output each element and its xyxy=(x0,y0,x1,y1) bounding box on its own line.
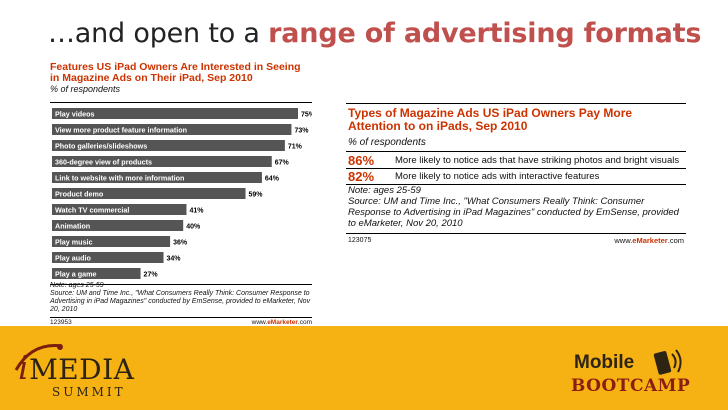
chart2-id: 123075 xyxy=(348,237,372,244)
imedia-wordmark: iMEDIA xyxy=(18,348,134,387)
chart1-source: Source: UM and Time Inc., "What Consumer… xyxy=(50,290,311,313)
bar-category-label: Play audio xyxy=(55,253,92,262)
bar xyxy=(52,220,184,231)
bar xyxy=(52,172,262,183)
chart1-subtitle: % of respondents xyxy=(50,84,121,94)
phone-signal-icon xyxy=(653,349,682,375)
chart1-top-rule xyxy=(50,102,312,103)
bar xyxy=(52,204,187,215)
imedia-i: i xyxy=(18,348,30,387)
bar xyxy=(52,268,141,279)
chart2-header-rule xyxy=(346,151,686,152)
chart2-website: www.eMarketer.com xyxy=(614,236,684,245)
row-description: More likely to notice ads that have stri… xyxy=(395,155,680,166)
bootcamp-mobile-text: Mobile xyxy=(574,352,635,373)
bar-category-label: Play videos xyxy=(55,109,95,118)
chart2-website-suffix: .com xyxy=(667,236,684,245)
chart2-note: Note: ages 25-59 Source: UM and Time Inc… xyxy=(348,185,684,229)
chart1-website: www.eMarketer.com xyxy=(252,319,312,326)
chart1-website-brand: eMarketer xyxy=(267,319,298,326)
chart2-website-brand: eMarketer xyxy=(632,236,668,245)
chart2-bottom-rule xyxy=(346,233,686,234)
chart2-subtitle: % of respondents xyxy=(348,137,426,148)
imedia-summit-logo: iMEDIA SUMMIT xyxy=(10,340,210,404)
bar-category-label: View more product feature information xyxy=(55,125,187,134)
swoosh-icon xyxy=(14,344,63,371)
chart2-row-rule xyxy=(346,184,686,185)
footer-band: iMEDIA SUMMIT Mobile BOOTCAMP xyxy=(0,326,728,410)
bar-value-label: 27% xyxy=(144,271,159,278)
bar-category-label: Product demo xyxy=(55,189,104,198)
chart1-bottom-rule xyxy=(50,317,312,318)
feature-interest-chart: Features US iPad Owners Are Interested i… xyxy=(50,62,312,330)
slide-title: …and open to a range of advertising form… xyxy=(48,18,701,49)
bar xyxy=(52,140,285,151)
row-description: More likely to notice ads with interacti… xyxy=(395,171,600,182)
bar xyxy=(52,124,292,135)
bar-value-label: 40% xyxy=(186,223,201,230)
bar xyxy=(52,108,298,119)
bar-value-label: 34% xyxy=(167,255,182,262)
table-row: 82% More likely to notice ads with inter… xyxy=(348,169,684,184)
bar-value-label: 64% xyxy=(265,175,280,182)
bar-category-label: Animation xyxy=(55,221,90,230)
bar-value-label: 59% xyxy=(249,191,264,198)
chart2-row-rule xyxy=(346,168,686,169)
slide-title-prefix: …and open to a xyxy=(48,18,269,49)
chart2-title: Types of Magazine Ads US iPad Owners Pay… xyxy=(348,106,633,133)
chart2-top-rule xyxy=(346,103,686,104)
bar-category-label: Watch TV commercial xyxy=(55,205,129,214)
bar-value-label: 67% xyxy=(275,159,290,166)
chart1-note: Note: ages 25-59 Source: UM and Time Inc… xyxy=(50,282,312,314)
bar-category-label: Play music xyxy=(55,237,93,246)
row-percent: 86% xyxy=(348,153,375,168)
mobile-bootcamp-logo: Mobile BOOTCAMP xyxy=(566,346,716,406)
imedia-word: MEDIA xyxy=(29,353,135,386)
bar-category-label: Play a game xyxy=(55,269,97,278)
chart2-note-text: Note: ages 25-59 xyxy=(348,185,421,196)
bar xyxy=(52,156,272,167)
slide-title-accent: range of advertising formats xyxy=(268,18,702,49)
chart1-website-prefix: www. xyxy=(251,319,268,326)
bar xyxy=(52,252,164,263)
bar-value-label: 41% xyxy=(189,207,204,214)
chart2-source: Source: UM and Time Inc., "What Consumer… xyxy=(348,196,679,229)
chart1-plot: Play videos 75% View more product feature … xyxy=(52,108,312,279)
chart2-website-prefix: www. xyxy=(614,236,633,245)
imedia-summit-text: SUMMIT xyxy=(52,385,126,399)
chart1-title: Features US iPad Owners Are Interested i… xyxy=(50,61,301,84)
chart1-note-text: Note: ages 25-59 xyxy=(50,282,104,289)
bar-value-label: 73% xyxy=(294,127,309,134)
bar xyxy=(52,188,246,199)
bar-value-label: 36% xyxy=(173,239,188,246)
bar-value-label: 75% xyxy=(301,111,312,118)
bar-category-label: Link to website with more information xyxy=(55,173,184,182)
chart1-id: 123953 xyxy=(50,319,72,326)
ad-attention-table: Types of Magazine Ads US iPad Owners Pay… xyxy=(346,103,686,251)
bar-category-label: 360-degree view of products xyxy=(55,157,152,166)
chart1-website-suffix: .com xyxy=(297,319,312,326)
bootcamp-text: BOOTCAMP xyxy=(571,376,691,396)
bar-category-label: Photo galleries/slideshows xyxy=(55,141,147,150)
bar xyxy=(52,236,171,247)
row-percent: 82% xyxy=(348,169,375,184)
bar-value-label: 71% xyxy=(288,143,303,150)
table-row: 86% More likely to notice ads that have … xyxy=(348,153,684,168)
chart1-note-rule xyxy=(50,284,312,285)
